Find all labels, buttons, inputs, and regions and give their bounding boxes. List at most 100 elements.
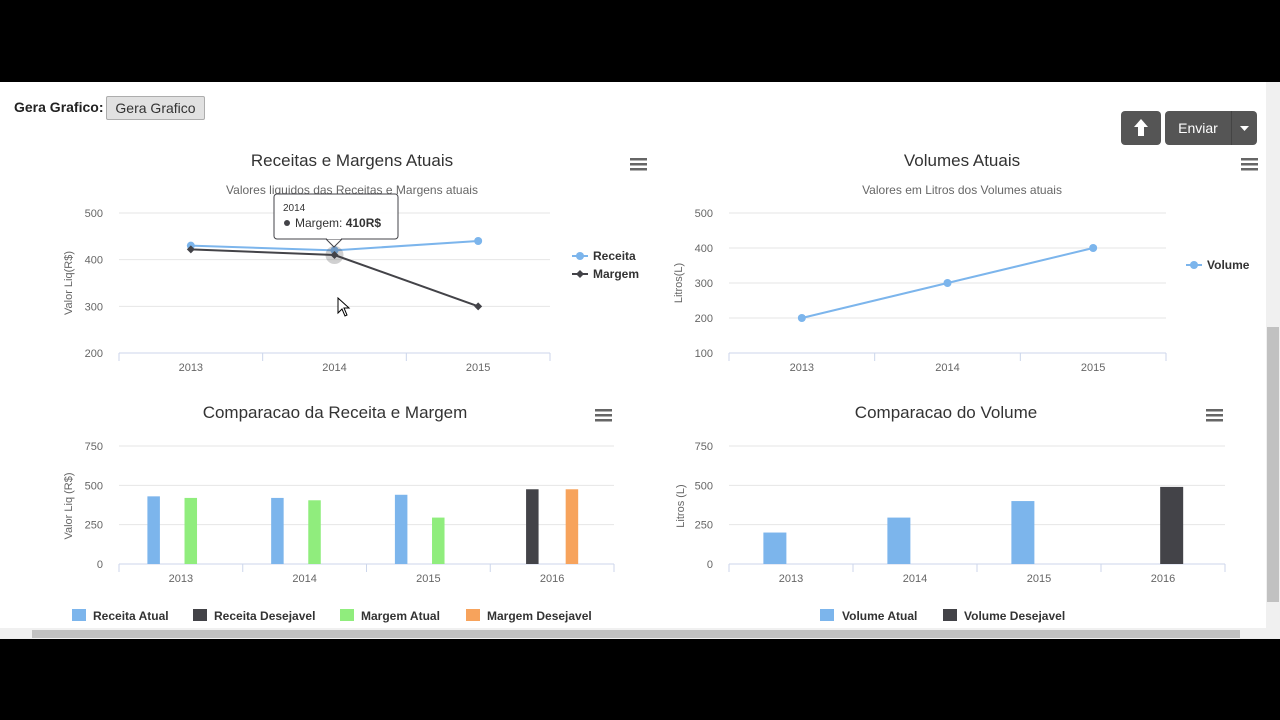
bar-margem-atual[interactable]: [308, 500, 321, 564]
legend-item-volume[interactable]: Volume: [1207, 258, 1250, 272]
bar-volume-atual[interactable]: [887, 517, 911, 564]
y-tick-label: 750: [695, 441, 713, 453]
chart-menu-icon[interactable]: [1206, 409, 1223, 422]
data-point[interactable]: [186, 245, 195, 254]
y-tick-label: 0: [97, 559, 103, 571]
data-point[interactable]: [330, 246, 339, 255]
tooltip-value: 410R$: [346, 216, 382, 230]
enviar-button[interactable]: Enviar: [1165, 111, 1231, 145]
bar-margem-atual[interactable]: [432, 517, 445, 564]
tooltip-header: 2014: [283, 203, 306, 214]
legend-item-margem[interactable]: Margem: [593, 267, 639, 281]
x-tick-label: 2015: [1027, 573, 1051, 585]
tooltip-series-name: Margem:: [295, 216, 346, 230]
bar-volume-desejavel[interactable]: [1160, 486, 1184, 564]
bar-volume-atual[interactable]: [763, 532, 787, 564]
x-tick-label: 2013: [179, 362, 203, 374]
x-tick-label: 2014: [935, 362, 959, 374]
legend-item-margem-atual[interactable]: Margem Atual: [361, 609, 440, 623]
y-tick-label: 200: [695, 313, 713, 325]
bar-receita-atual[interactable]: [271, 497, 284, 564]
x-tick-label: 2013: [779, 573, 803, 585]
y-axis-title: Valor Liq(R$): [63, 251, 75, 315]
y-tick-label: 500: [85, 480, 103, 492]
chart-menu-icon[interactable]: [630, 158, 647, 171]
tooltip-arrow: [324, 238, 344, 248]
chart-title: Receitas e Margens Atuais: [251, 151, 453, 170]
y-axis-title: Litros(L): [673, 263, 685, 303]
y-tick-label: 500: [695, 480, 713, 492]
horizontal-scrollbar-thumb[interactable]: [32, 630, 1240, 638]
legend-marker: [576, 252, 584, 260]
legend-marker: [1190, 261, 1198, 269]
legend-item-receita[interactable]: Receita: [593, 249, 636, 263]
x-tick-label: 2015: [1081, 362, 1105, 374]
x-tick-label: 2014: [292, 573, 316, 585]
legend-marker: [576, 270, 584, 278]
arrow-up-icon: [1134, 119, 1148, 136]
legend-item-volume-desejavel[interactable]: Volume Desejavel: [964, 609, 1065, 623]
legend-swatch: [466, 609, 480, 621]
legend-swatch: [340, 609, 354, 621]
data-point[interactable]: [797, 314, 806, 322]
legend-swatch: [72, 609, 86, 621]
y-tick-label: 100: [695, 348, 713, 360]
chart-menu-icon[interactable]: [1241, 158, 1258, 171]
legend-swatch: [193, 609, 207, 621]
page-content: Gera Grafico: Gera Grafico Enviar 200 300…: [0, 82, 1280, 639]
data-point[interactable]: [474, 302, 483, 311]
caret-down-icon: [1240, 126, 1249, 131]
x-tick-label: 2013: [790, 362, 814, 374]
chart-title: Comparacao do Volume: [855, 403, 1037, 422]
y-tick-label: 750: [85, 441, 103, 453]
x-tick-label: 2014: [322, 362, 346, 374]
legend-item-receita-desejavel[interactable]: Receita Desejavel: [214, 609, 315, 623]
y-tick-label: 200: [85, 348, 103, 360]
x-tick-label: 2014: [903, 573, 927, 585]
y-tick-label: 0: [707, 559, 713, 571]
tooltip-series-marker: [284, 220, 290, 226]
x-tick-label: 2015: [466, 362, 490, 374]
data-point[interactable]: [1089, 244, 1098, 252]
x-tick-label: 2015: [416, 573, 440, 585]
bar-margem-desejavel[interactable]: [565, 489, 579, 564]
bar-receita-atual[interactable]: [394, 494, 408, 564]
y-tick-label: 500: [695, 208, 713, 220]
legend-swatch: [820, 609, 834, 621]
bar-volume-atual[interactable]: [1011, 501, 1035, 564]
y-tick-label: 400: [695, 243, 713, 255]
gera-grafico-button[interactable]: Gera Grafico: [106, 96, 205, 120]
bar-margem-atual[interactable]: [184, 497, 198, 564]
y-tick-label: 300: [695, 278, 713, 290]
data-point[interactable]: [943, 279, 952, 287]
data-point[interactable]: [474, 237, 483, 245]
bar-receita-desejavel[interactable]: [526, 489, 539, 564]
charts-canvas: 200 300 400 500 2013 2014 2015 Receitas e Marge…: [63, 151, 1258, 623]
tooltip-body: Margem: 410R$: [295, 216, 381, 230]
hover-halo: [325, 246, 344, 264]
gera-grafico-label: Gera Grafico:: [14, 99, 104, 115]
y-tick-label: 250: [695, 520, 713, 532]
legend-item-margem-desejavel[interactable]: Margem Desejavel: [487, 609, 592, 623]
legend-item-receita-atual[interactable]: Receita Atual: [93, 609, 169, 623]
y-axis-title: Litros (L): [675, 484, 687, 527]
y-tick-label: 250: [85, 520, 103, 532]
x-tick-label: 2013: [169, 573, 193, 585]
bar-receita-atual[interactable]: [147, 496, 160, 564]
legend-swatch: [943, 609, 957, 621]
chart-title: Volumes Atuais: [904, 151, 1020, 170]
y-tick-label: 300: [85, 301, 103, 313]
chart-menu-icon[interactable]: [595, 409, 612, 422]
vertical-scrollbar-thumb[interactable]: [1267, 327, 1279, 602]
mouse-cursor-icon: [337, 297, 351, 317]
scroll-top-button[interactable]: [1121, 111, 1161, 145]
tooltip-arrow-mask: [327, 236, 341, 239]
y-tick-label: 500: [85, 208, 103, 220]
data-point[interactable]: [330, 251, 339, 259]
enviar-dropdown-toggle[interactable]: [1231, 111, 1257, 145]
chart-subtitle: Valores em Litros dos Volumes atuais: [862, 183, 1062, 197]
y-tick-label: 400: [85, 255, 103, 267]
x-tick-label: 2016: [540, 573, 564, 585]
x-tick-label: 2016: [1151, 573, 1175, 585]
legend-item-volume-atual[interactable]: Volume Atual: [842, 609, 917, 623]
